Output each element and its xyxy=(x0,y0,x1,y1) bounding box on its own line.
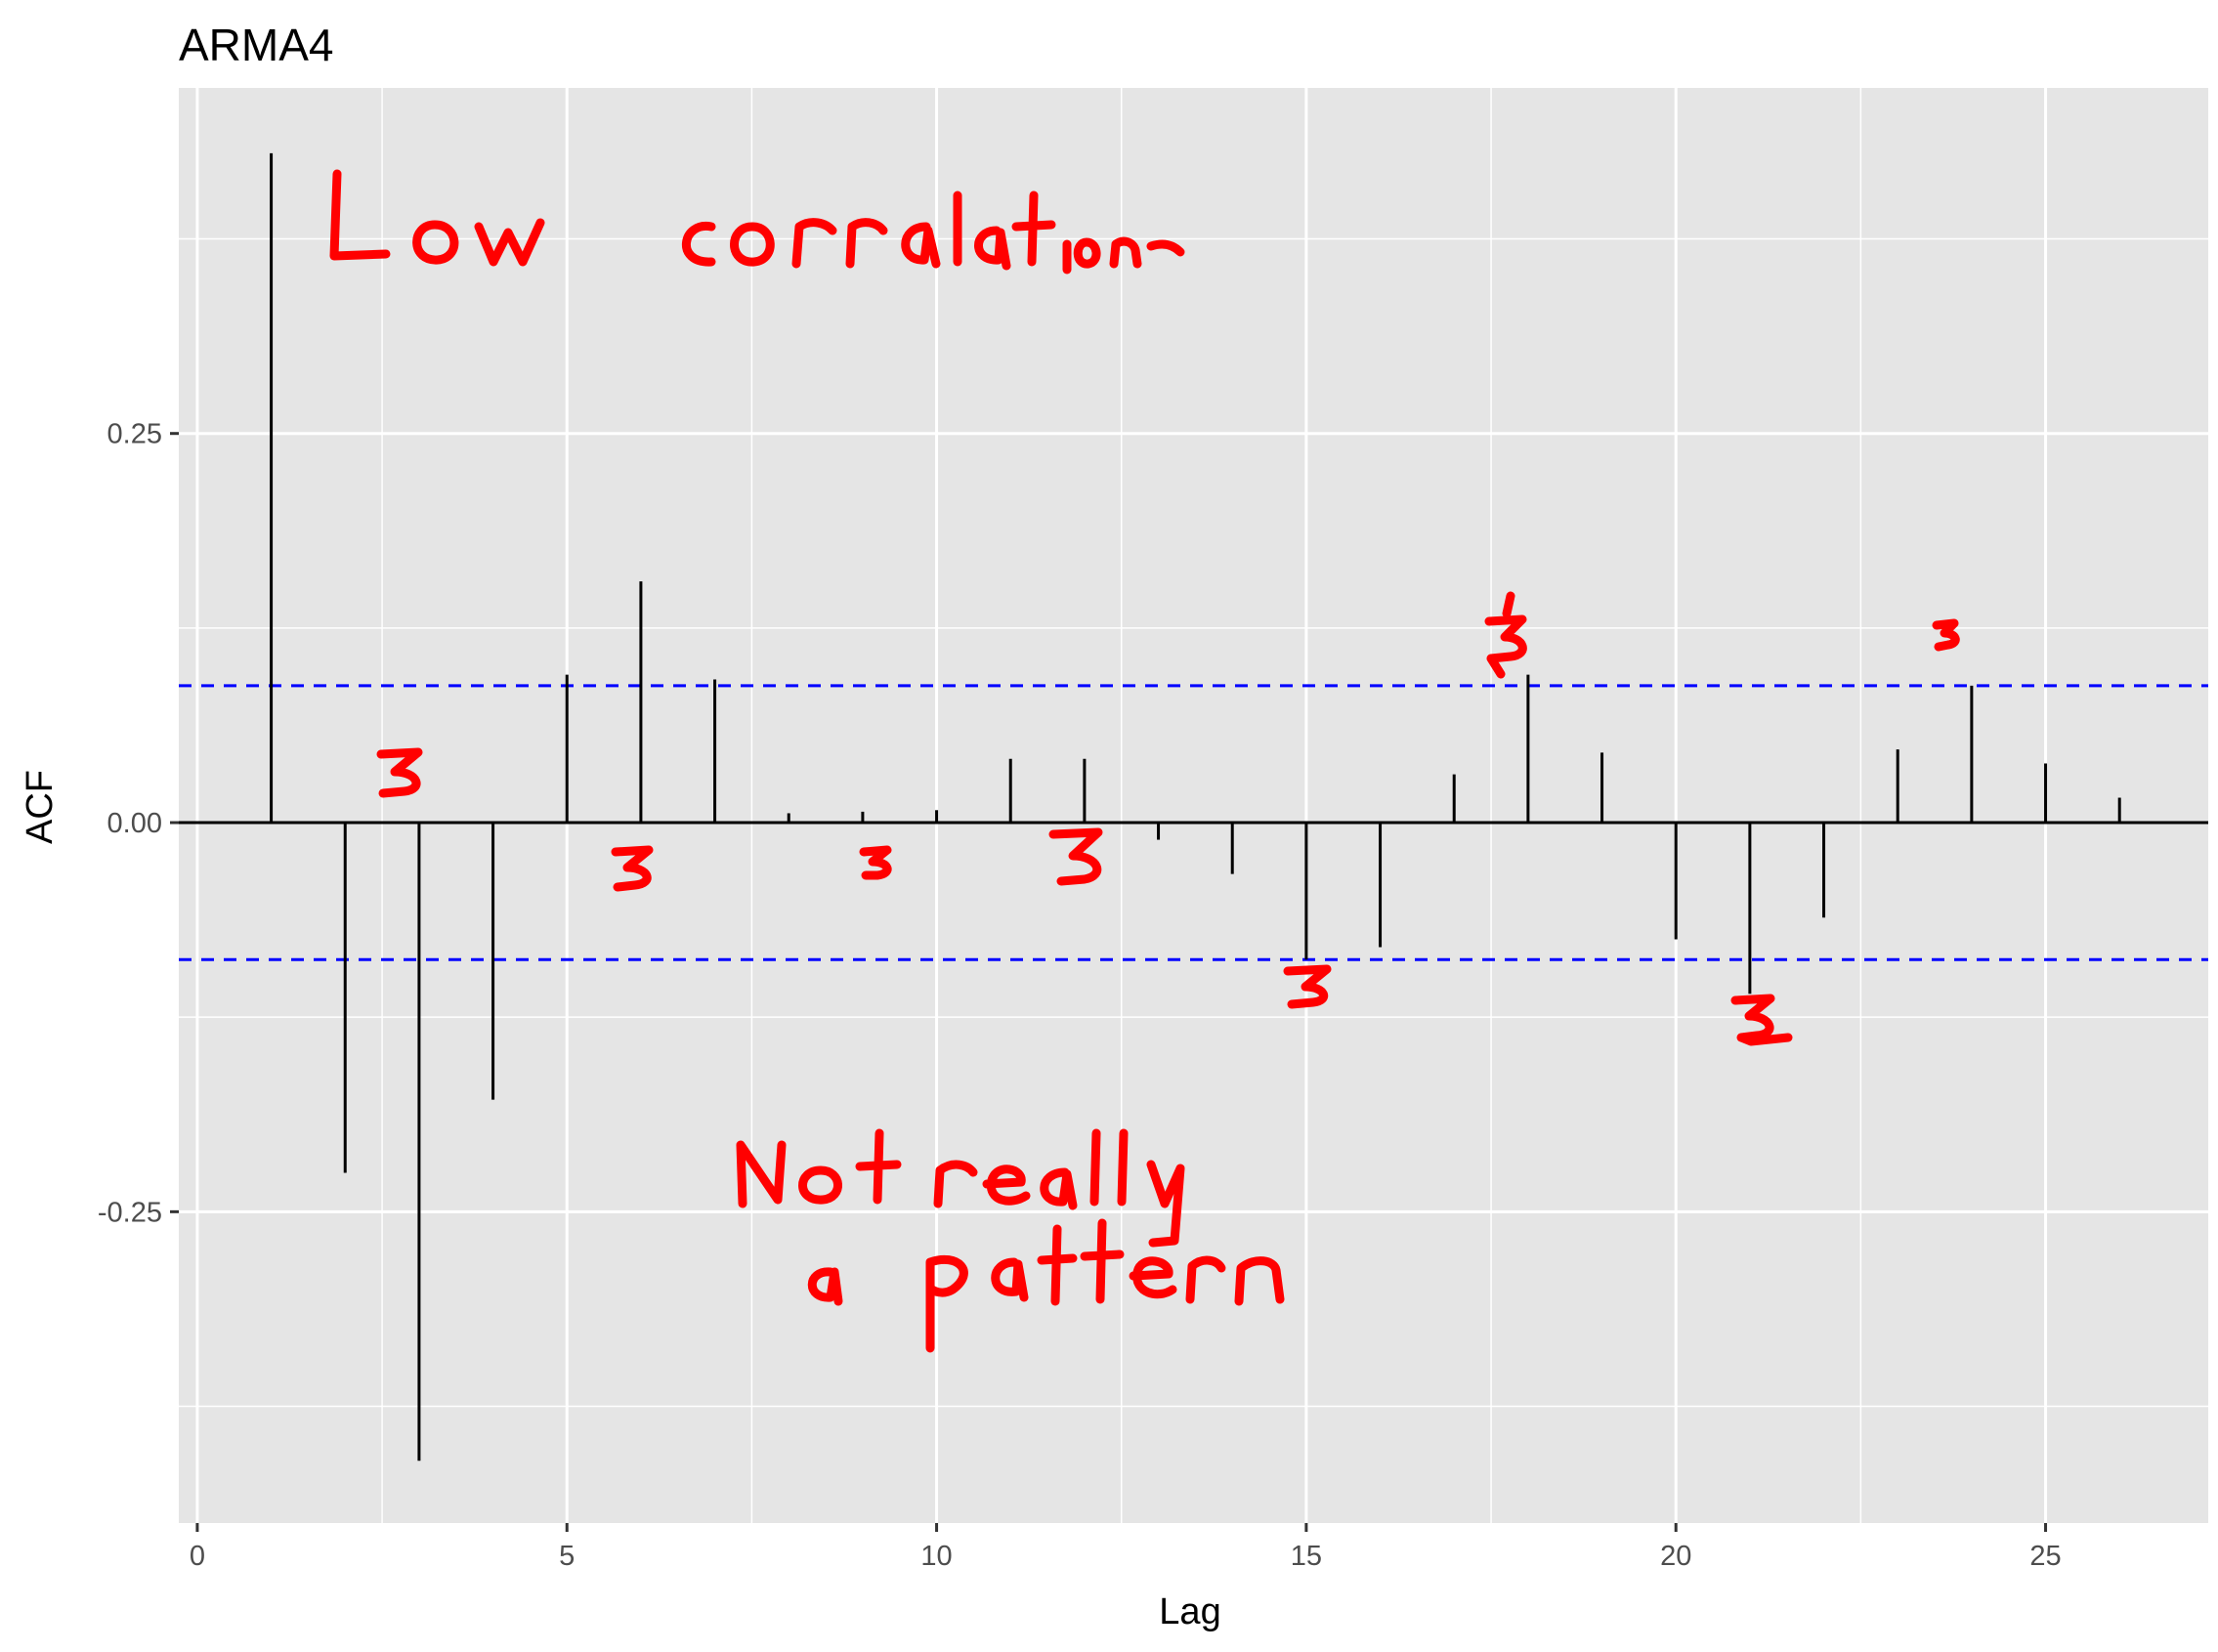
plot-panel xyxy=(179,88,2208,1523)
x-axis-title: Lag xyxy=(1159,1591,1220,1632)
confidence-bands xyxy=(179,684,2208,961)
y-tick-label: 0.00 xyxy=(107,808,162,839)
x-tick-label: 25 xyxy=(2029,1541,2061,1572)
y-tick-label: 0.25 xyxy=(107,419,162,450)
y-axis-ticks: -0.25 0.00 0.25 xyxy=(98,419,179,1228)
x-tick-label: 10 xyxy=(920,1541,952,1572)
acf-bars xyxy=(179,152,2208,1461)
x-tick-label: 20 xyxy=(1660,1541,1691,1572)
handwritten-annotations xyxy=(329,169,1960,1353)
y-tick-label: -0.25 xyxy=(98,1197,162,1228)
chart-title: ARMA4 xyxy=(179,20,333,70)
annotation-not-really-a-pattern xyxy=(736,1128,1285,1353)
annotation-low-correlation xyxy=(329,169,1185,275)
annotation-threes xyxy=(376,591,1960,1046)
x-tick-label: 5 xyxy=(559,1541,575,1572)
x-tick-label: 15 xyxy=(1291,1541,1322,1572)
minor-gridlines xyxy=(179,88,2208,1523)
y-axis-title: ACF xyxy=(20,770,61,844)
x-tick-label: 0 xyxy=(190,1541,205,1572)
x-axis-ticks: 0 5 10 15 20 25 xyxy=(190,1523,2062,1572)
